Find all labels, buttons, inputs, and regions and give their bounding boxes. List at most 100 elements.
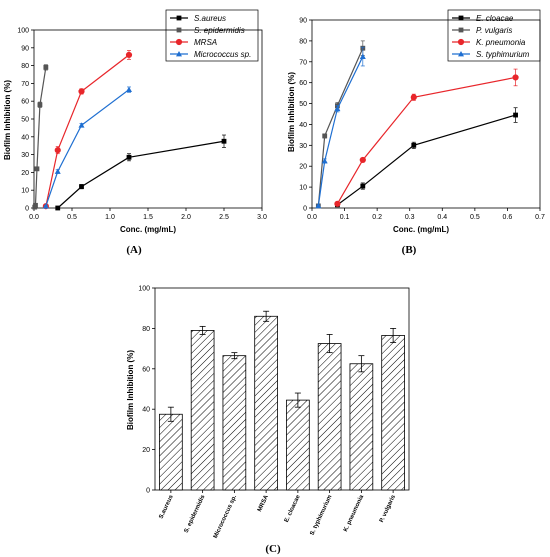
y-tick-label: 50 [21, 117, 29, 124]
data-point [78, 122, 85, 128]
data-point [54, 168, 61, 174]
plot-frame [311, 19, 541, 209]
series-k-pneumonia [334, 68, 519, 207]
legend-label: Micrococcus sp. [194, 50, 251, 59]
legend-label: P. vulgaris [476, 26, 512, 35]
legend-marker [176, 51, 182, 57]
series-s-aureus [55, 134, 227, 211]
y-tick-label: 20 [21, 170, 29, 177]
series-line [34, 67, 47, 208]
y-tick-label: 60 [142, 366, 150, 373]
series-line [337, 114, 516, 206]
x-tick-label: MRSA [257, 494, 270, 513]
y-tick-label: 70 [299, 59, 307, 66]
x-tick-label: 3.0 [257, 214, 267, 221]
series-line [317, 47, 364, 206]
chart-b-y-axis-label: Biofilm Inhibition (%) [287, 72, 296, 152]
x-tick-label: S.aureus [159, 494, 175, 520]
x-tick-label: 0.0 [29, 214, 39, 221]
x-tick-label: E. cloacae [284, 494, 302, 524]
y-tick-label: 90 [299, 18, 307, 25]
x-tick-label: P. vulgaris [379, 494, 397, 524]
x-tick-label: 0.4 [437, 214, 447, 221]
y-tick-label: 30 [21, 152, 29, 159]
y-tick-label: 50 [299, 101, 307, 108]
x-tick-label: 0.2 [372, 214, 382, 221]
legend-marker [458, 15, 464, 21]
legend-marker [458, 51, 464, 57]
bar-p-vulgaris [381, 327, 405, 491]
legend-marker [176, 27, 182, 33]
chart-b-axes: 0.0 0.1 0.2 0.3 0.4 0.5 0.6 0.7 0 10 20 30 40 50 60 70 8… [299, 18, 545, 222]
x-tick-label: 0.3 [405, 214, 415, 221]
legend-marker [457, 38, 465, 46]
chart-a-panel-label: (A) [126, 244, 142, 256]
x-tick-label: S. epidermidis [184, 494, 207, 534]
data-point [126, 154, 132, 160]
y-tick-label: 60 [299, 80, 307, 87]
y-tick-label: 100 [138, 286, 150, 293]
data-point [410, 94, 417, 101]
data-point [37, 102, 43, 108]
y-tick-label: 0 [25, 206, 29, 213]
chart-b-x-axis-label: Conc. (mg/mL) [393, 225, 449, 234]
x-tick-label: 0.6 [503, 214, 513, 221]
legend-label: E. cloacae [476, 14, 514, 23]
chart-a-plot-area [32, 50, 227, 211]
y-tick-label: 100 [17, 28, 29, 35]
bar [317, 343, 342, 491]
x-tick-label: 0.5 [470, 214, 480, 221]
bar [254, 315, 278, 491]
bar-s-aureus [159, 406, 183, 491]
bar-mrsa [254, 310, 278, 491]
bar [286, 399, 310, 491]
data-point [34, 166, 40, 172]
series-s-typhimurium [315, 46, 366, 209]
bar [222, 355, 247, 491]
chart-a-legend: S.aureus S. epidermidis MRSA Micrococcus sp… [165, 9, 259, 62]
data-point [55, 205, 61, 211]
x-tick-label: 0.5 [67, 214, 77, 221]
series-line [45, 54, 130, 207]
legend-marker [458, 27, 464, 33]
chart-b-legend: E. cloacae P. vulgaris K. pneumonia S. typh… [447, 9, 541, 62]
series-line [336, 76, 516, 205]
y-tick-label: 0 [303, 206, 307, 213]
series-line [57, 140, 225, 209]
data-point [359, 156, 366, 164]
y-tick-label: 40 [142, 407, 150, 414]
x-tick-label: K. pneumonia [343, 494, 365, 533]
bar-s-epidermidis [190, 325, 215, 491]
data-point [79, 184, 84, 190]
legend-label: S.aureus [194, 14, 226, 23]
bar-e-cloacae [286, 392, 310, 491]
chart-b-panel-label: (B) [402, 244, 417, 256]
y-tick-label: 40 [21, 134, 29, 141]
bar [190, 330, 215, 491]
x-tick-label: 2.5 [219, 214, 229, 221]
x-tick-label: 2.0 [181, 214, 191, 221]
data-point [78, 88, 85, 95]
data-point [54, 147, 61, 154]
chart-a-y-axis-label: Biofilm Inhibition (%) [3, 80, 12, 160]
y-tick-label: 0 [146, 488, 150, 495]
legend-marker [175, 38, 183, 46]
chart-b-plot-area [315, 40, 519, 209]
y-tick-label: 80 [142, 326, 150, 333]
data-point [411, 142, 417, 148]
legend-label: MRSA [194, 38, 217, 47]
data-point [126, 86, 132, 93]
legend-box [447, 9, 541, 62]
chart-b: Biofilm Inhibition (%) Conc. (mg/mL) (B)… [287, 9, 545, 256]
series-mrsa [42, 50, 133, 210]
data-point [359, 53, 366, 59]
legend-marker [176, 15, 182, 21]
y-tick-label: 40 [299, 122, 307, 129]
series-line [317, 56, 364, 206]
x-tick-label: 0.7 [535, 214, 545, 221]
legend-box [165, 9, 259, 62]
series-s-epidermidis [32, 64, 49, 210]
y-tick-label: 30 [299, 143, 307, 150]
data-point [315, 202, 322, 209]
